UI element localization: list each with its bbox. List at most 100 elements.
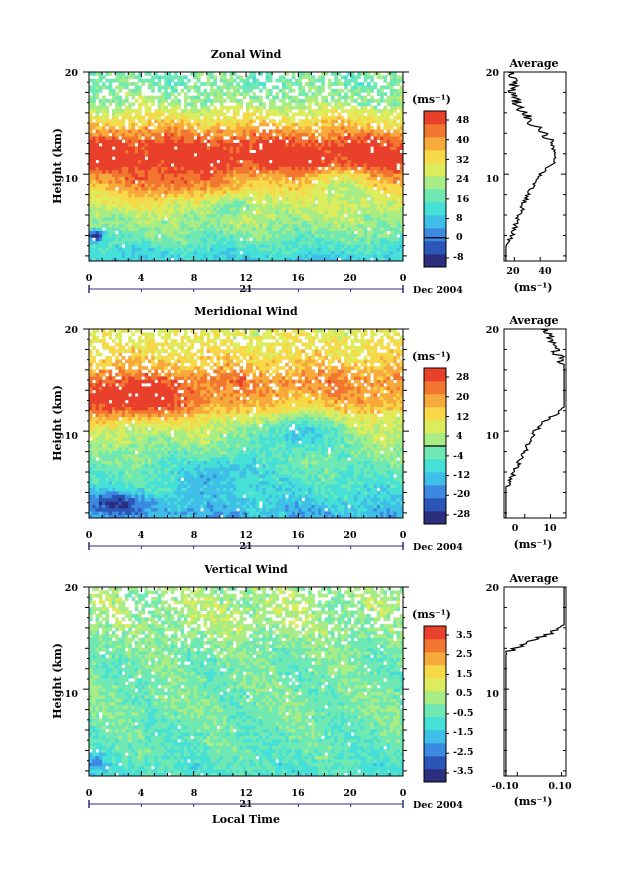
zonal-wind-cell <box>174 166 178 171</box>
zonal-wind-cell <box>268 193 273 198</box>
zonal-wind-cell <box>170 139 175 144</box>
zonal-wind-cell <box>213 129 217 134</box>
zonal-wind-cell <box>249 247 253 252</box>
zonal-wind-cell <box>298 183 302 188</box>
zonal-wind-cell <box>317 254 322 258</box>
zonal-wind-cell <box>344 126 348 130</box>
zonal-wind-cell <box>278 173 283 177</box>
zonal-wind-cell <box>232 250 237 255</box>
zonal-wind-cell <box>229 244 234 248</box>
zonal-wind-cell <box>285 196 289 201</box>
zonal-wind-cell <box>324 163 329 167</box>
zonal-wind-cell <box>367 99 371 103</box>
zonal-wind-cell <box>324 149 329 154</box>
zonal-wind-cell <box>249 223 253 228</box>
zonal-wind-cell <box>327 227 332 231</box>
zonal-wind-cell <box>288 186 293 191</box>
zonal-wind-cell <box>334 102 338 107</box>
zonal-wind-cell <box>396 169 401 174</box>
zonal-wind-cell <box>308 227 312 231</box>
zonal-wind-cell <box>170 166 175 171</box>
zonal-wind-cell <box>311 122 316 127</box>
zonal-wind-cell <box>111 180 116 184</box>
zonal-wind-cell <box>216 217 221 221</box>
zonal-wind-cell <box>304 146 309 150</box>
zonal-wind-cell <box>157 132 162 137</box>
zonal-wind-cell <box>147 99 152 103</box>
zonal-wind-cell <box>281 166 286 171</box>
zonal-wind-cell <box>350 190 355 194</box>
zonal-wind-cell <box>223 244 227 248</box>
zonal-wind-cell <box>157 207 162 211</box>
meridional-wind-cell <box>389 514 394 518</box>
zonal-wind-cell <box>386 190 391 194</box>
zonal-wind-cell <box>291 200 296 204</box>
zonal-wind-cell <box>167 166 172 171</box>
zonal-wind-cell <box>399 146 403 150</box>
zonal-wind-cell <box>367 213 371 218</box>
zonal-wind-cell <box>304 190 309 194</box>
zonal-wind-cell <box>272 156 276 161</box>
zonal-wind-cell <box>219 105 224 110</box>
zonal-wind-cell <box>380 217 384 221</box>
zonal-wind-cell <box>138 78 142 83</box>
zonal-wind-cell <box>226 220 230 225</box>
zonal-wind-cell <box>350 146 355 150</box>
zonal-wind-cell <box>399 210 403 215</box>
zonal-wind-cell <box>278 210 283 215</box>
zonal-wind-cell <box>268 220 273 225</box>
zonal-wind-cell <box>246 115 250 120</box>
meridional-wind-cell <box>105 514 109 518</box>
zonal-wind-cell <box>170 169 175 174</box>
zonal-wind-cell <box>268 72 273 76</box>
zonal-wind-cell <box>399 176 403 181</box>
meridional-wind-cell <box>170 514 175 518</box>
zonal-wind-cell <box>177 115 181 120</box>
zonal-wind-cell <box>134 75 139 80</box>
zonal-wind-cell <box>380 109 384 113</box>
zonal-wind-cell <box>344 247 348 252</box>
zonal-wind-cell <box>213 254 217 258</box>
zonal-wind-cell <box>285 136 289 140</box>
zonal-wind-cell <box>360 257 365 261</box>
zonal-wind-cell <box>393 99 397 103</box>
zonal-wind-cell <box>334 240 338 245</box>
meridional-wind-cell <box>160 511 165 515</box>
zonal-wind-cell <box>291 139 296 144</box>
zonal-wind-cell <box>164 146 168 150</box>
zonal-wind-cell <box>102 254 106 258</box>
zonal-wind-cell <box>396 213 401 218</box>
zonal-wind-cell <box>210 220 214 225</box>
zonal-wind-cell <box>226 186 230 191</box>
zonal-wind-cell <box>304 207 309 211</box>
zonal-wind-cell <box>314 95 319 100</box>
zonal-wind-cell <box>102 139 106 144</box>
zonal-wind-cell <box>275 92 280 96</box>
zonal-wind-cell <box>295 95 299 100</box>
zonal-wind-cell <box>265 230 270 235</box>
zonal-wind-cell <box>157 193 162 198</box>
zonal-wind-cell <box>170 220 175 225</box>
zonal-wind-cell <box>203 95 208 100</box>
zonal-wind-cell <box>134 190 139 194</box>
zonal-wind-cell <box>353 210 358 215</box>
zonal-wind-cell <box>308 230 312 235</box>
zonal-wind-cell <box>317 88 322 93</box>
zonal-wind-cell <box>151 223 155 228</box>
zonal-wind-cell <box>350 196 355 201</box>
zonal-wind-cell <box>157 159 162 164</box>
zonal-wind-cell <box>350 129 355 134</box>
zonal-wind-cell <box>95 180 100 184</box>
zonal-wind-cell <box>399 163 403 167</box>
zonal-wind-cell <box>353 146 358 150</box>
zonal-wind-cell <box>373 254 378 258</box>
zonal-wind-cell <box>160 180 165 184</box>
zonal-wind-cell <box>268 207 273 211</box>
zonal-wind-cell <box>131 75 136 80</box>
zonal-wind-cell <box>141 142 145 147</box>
zonal-wind-cell <box>367 115 371 120</box>
zonal-wind-cell <box>324 99 329 103</box>
zonal-wind-cell <box>393 220 397 225</box>
zonal-wind-cell <box>334 166 338 171</box>
zonal-wind-cell <box>360 186 365 191</box>
